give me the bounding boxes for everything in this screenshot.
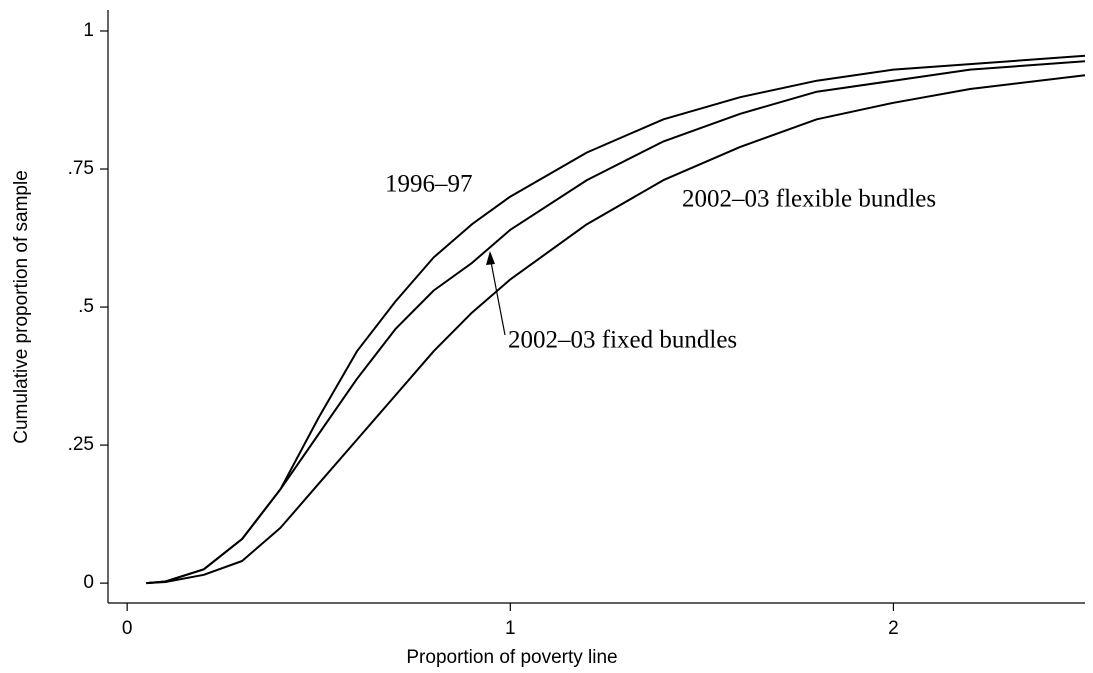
y-tick-label: .5 — [78, 296, 94, 317]
series-line — [146, 60, 1086, 585]
series-line — [146, 54, 1086, 585]
x-axis-title: Proportion of poverty line — [406, 647, 617, 668]
annotation-arrow — [490, 261, 506, 336]
y-axis-title: Cumulative proportion of sample — [11, 170, 32, 444]
x-tick-label: 2 — [888, 618, 899, 639]
series-label: 2002–03 fixed bundles — [508, 327, 737, 354]
y-tick-label: .75 — [68, 158, 94, 179]
x-tick-label: 0 — [122, 618, 133, 639]
y-tick-label: 0 — [83, 572, 94, 593]
series-label: 1996–97 — [385, 171, 473, 198]
x-tick-label: 1 — [505, 618, 516, 639]
series-line — [146, 74, 1086, 585]
y-tick-label: .25 — [68, 434, 94, 455]
series-label: 2002–03 flexible bundles — [682, 186, 936, 213]
y-tick-label: 1 — [83, 20, 94, 41]
arrow-head — [486, 251, 495, 265]
